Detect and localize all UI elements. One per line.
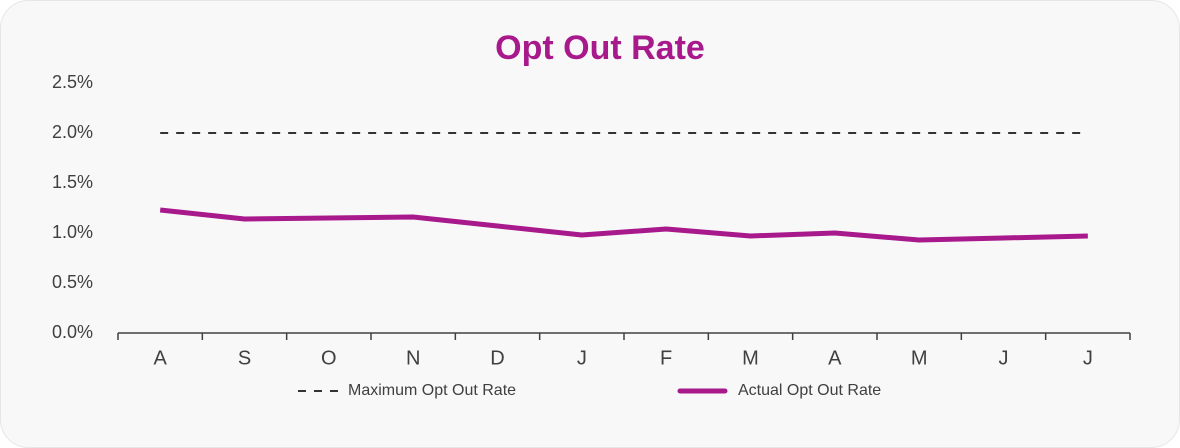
x-tick-label: D bbox=[490, 347, 504, 369]
x-tick-label: S bbox=[238, 347, 251, 369]
x-tick-label: J bbox=[1083, 347, 1093, 369]
y-tick-label: 0.0% bbox=[52, 322, 93, 342]
y-tick-label: 0.5% bbox=[52, 272, 93, 292]
x-tick-label: A bbox=[828, 347, 842, 369]
x-tick-label: M bbox=[742, 347, 759, 369]
x-tick-label: O bbox=[321, 347, 337, 369]
chart-title: Opt Out Rate bbox=[495, 29, 705, 67]
x-tick-label: J bbox=[577, 347, 587, 369]
x-tick-label: A bbox=[153, 347, 167, 369]
x-tick-label: J bbox=[999, 347, 1009, 369]
x-tick-label: F bbox=[660, 347, 672, 369]
series-line bbox=[159, 207, 1088, 243]
x-tick-label: N bbox=[406, 347, 420, 369]
legend-label: Actual Opt Out Rate bbox=[738, 382, 881, 399]
y-tick-label: 2.0% bbox=[52, 122, 93, 142]
y-tick-label: 2.5% bbox=[52, 72, 93, 92]
y-tick-label: 1.5% bbox=[52, 172, 93, 192]
legend-label: Maximum Opt Out Rate bbox=[348, 382, 516, 399]
y-tick-label: 1.0% bbox=[52, 222, 93, 242]
x-tick-label: M bbox=[911, 347, 928, 369]
